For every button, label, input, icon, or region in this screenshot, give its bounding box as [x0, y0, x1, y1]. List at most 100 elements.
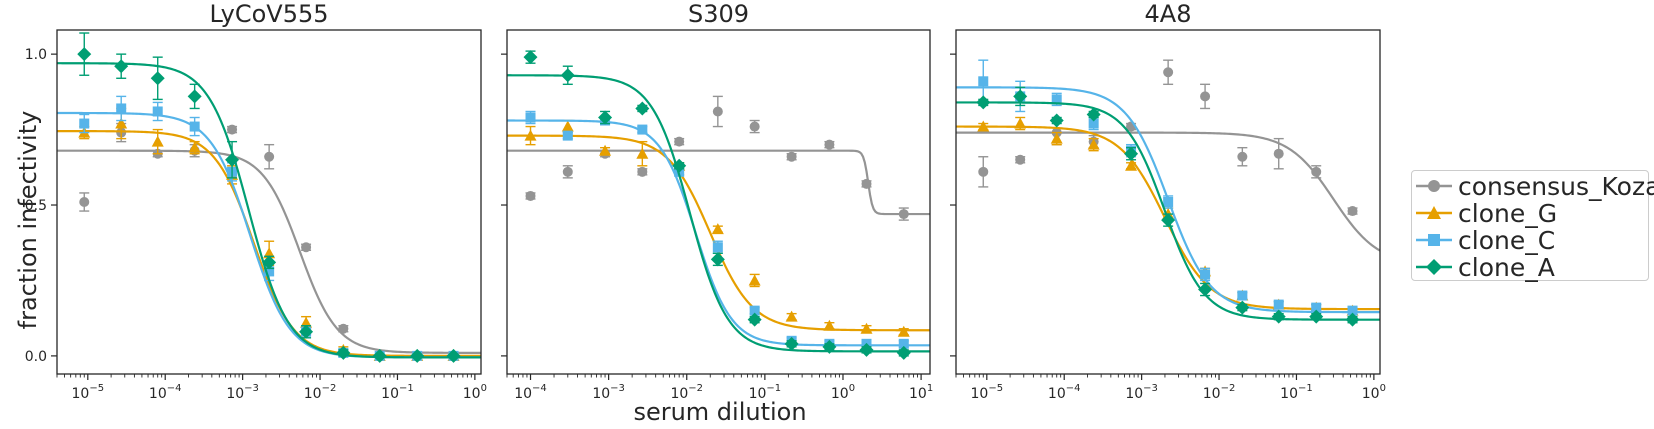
data-point: [637, 124, 648, 135]
data-point: [1051, 94, 1062, 105]
data-point: [263, 247, 276, 259]
fit-curve: [956, 131, 1380, 252]
data-point: [977, 120, 990, 132]
data-point: [598, 110, 613, 125]
data-point: [859, 342, 874, 357]
x-tick-label: 100: [463, 383, 487, 402]
data-point: [674, 136, 685, 147]
data-point: [264, 151, 275, 162]
x-tick-label: 10−4: [1048, 383, 1081, 402]
x-tick-label: 10−1: [1280, 383, 1313, 402]
data-point: [636, 147, 649, 159]
data-point: [79, 118, 90, 129]
data-point: [1161, 213, 1176, 228]
data-point: [1125, 159, 1138, 171]
data-point: [338, 323, 349, 334]
legend-label: clone_C: [1458, 225, 1556, 255]
x-tick-label: 10−3: [592, 383, 625, 402]
data-point: [1347, 206, 1358, 217]
y-tick-label: 0.5: [25, 198, 47, 214]
legend-label: consensus_Kozak: [1458, 171, 1654, 201]
data-point: [635, 101, 650, 116]
data-point: [1049, 113, 1064, 128]
data-point: [1345, 312, 1360, 327]
data-point: [978, 76, 989, 87]
x-tick-label: 10−3: [1125, 383, 1158, 402]
data-point: [1273, 148, 1284, 159]
y-axis-label: fraction infectivity: [14, 110, 42, 330]
x-tick-label: 10−4: [149, 383, 182, 402]
data-point: [152, 106, 163, 117]
axes-frame: [955, 29, 1381, 375]
legend-item-clone-c: clone_C: [1412, 225, 1556, 255]
series-clone-g: [507, 119, 930, 337]
axes-frame: [56, 29, 482, 375]
x-tick-label: 10−4: [514, 383, 547, 402]
data-point: [189, 121, 200, 132]
data-point: [822, 339, 837, 354]
legend-item-consensus-kozak: consensus_Kozak: [1412, 171, 1654, 201]
data-point: [712, 106, 723, 117]
data-point: [860, 322, 873, 334]
x-tick-label: 10−2: [670, 383, 703, 402]
panel-title: 4A8: [1145, 0, 1192, 28]
series-clone-a: [57, 32, 481, 363]
x-tick-label: 100: [1362, 383, 1386, 402]
data-point: [1309, 309, 1324, 324]
legend-label: clone_G: [1458, 198, 1558, 228]
series-consensus-kozak: [507, 95, 930, 221]
data-point: [1124, 146, 1139, 161]
data-point: [299, 324, 314, 339]
data-point: [896, 345, 911, 360]
data-point: [114, 59, 129, 74]
data-point: [1087, 138, 1100, 150]
data-point: [711, 223, 724, 235]
data-point: [300, 316, 313, 328]
data-point: [116, 103, 127, 114]
data-point: [151, 135, 164, 147]
data-point: [747, 312, 762, 327]
data-point: [523, 50, 538, 65]
data-point: [1088, 118, 1099, 129]
data-point: [710, 252, 725, 267]
data-point: [599, 144, 612, 156]
legend-item-clone-g: clone_G: [1412, 198, 1558, 228]
legend-marker-square: [1416, 234, 1452, 246]
axes-frame: [506, 29, 931, 375]
data-point: [749, 305, 760, 316]
data-point: [785, 310, 798, 322]
y-tick-label: 1.0: [25, 47, 47, 63]
data-point: [187, 89, 202, 104]
x-tick-label: 10−3: [226, 383, 259, 402]
data-point: [861, 178, 872, 189]
data-point: [1198, 282, 1213, 297]
data-point: [1015, 154, 1026, 165]
data-point: [372, 348, 387, 363]
data-point: [976, 95, 991, 110]
fit-curve: [507, 74, 930, 353]
fit-curve: [507, 149, 930, 216]
data-point: [562, 130, 573, 141]
data-point: [1235, 300, 1250, 315]
panel-1: LyCoV555 10−5 10−4 10−3 10−2 10−1 100 0.0 0.5 1.0: [25, 0, 487, 402]
fit-curve: [57, 149, 481, 354]
data-point: [978, 166, 989, 177]
series-clone-a: [956, 86, 1380, 327]
data-point: [336, 345, 351, 360]
legend-marker-circle: [1416, 180, 1452, 192]
data-point: [898, 209, 909, 220]
data-point: [637, 166, 648, 177]
data-point: [1200, 91, 1211, 102]
data-point: [410, 348, 425, 363]
data-point: [1013, 89, 1028, 104]
fit-curve: [57, 62, 481, 359]
series-clone-a: [507, 50, 930, 360]
data-point: [748, 274, 761, 286]
x-tick-label: 10−2: [304, 383, 337, 402]
fit-curve: [507, 119, 930, 347]
data-point: [1086, 107, 1101, 122]
x-tick-label: 100: [831, 383, 855, 402]
data-point: [1237, 290, 1248, 301]
data-point: [562, 166, 573, 177]
data-point: [227, 124, 238, 135]
